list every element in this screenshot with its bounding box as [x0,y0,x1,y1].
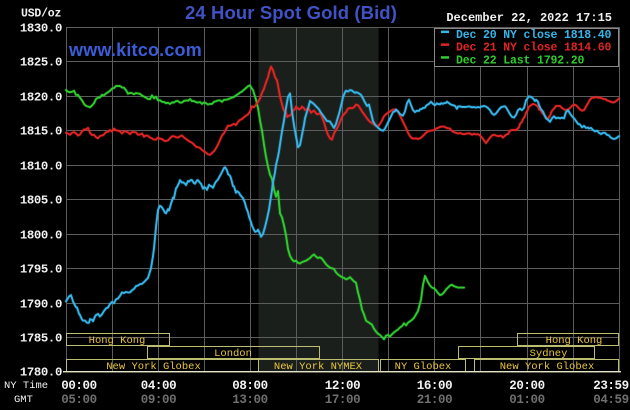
svg-text:1815.0: 1815.0 [20,125,62,139]
svg-text:04:59: 04:59 [593,393,629,407]
svg-text:12:00: 12:00 [325,379,361,393]
svg-text:04:00: 04:00 [141,379,177,393]
svg-text:December 22, 2022 17:15: December 22, 2022 17:15 [446,11,612,25]
svg-text:1825.0: 1825.0 [20,56,62,70]
svg-text:NY Globex: NY Globex [395,361,452,373]
svg-text:23:59: 23:59 [593,379,629,393]
svg-text:Sydney: Sydney [530,348,568,360]
svg-text:21:00: 21:00 [417,393,453,407]
svg-text:1810.0: 1810.0 [20,160,62,174]
svg-text:1790.0: 1790.0 [20,298,62,312]
svg-text:09:00: 09:00 [141,393,177,407]
svg-text:1785.0: 1785.0 [20,332,62,346]
svg-text:08:00: 08:00 [232,379,268,393]
svg-text:13:00: 13:00 [232,393,268,407]
svg-text:Hong Kong: Hong Kong [546,335,603,347]
svg-text:Hong Kong: Hong Kong [89,335,146,347]
svg-text:Dec 20 NY close 1818.40: Dec 20 NY close 1818.40 [456,29,612,42]
svg-text:New York NYMEX: New York NYMEX [274,361,363,373]
svg-text:1805.0: 1805.0 [20,194,62,208]
svg-text:24 Hour Spot Gold (Bid): 24 Hour Spot Gold (Bid) [185,2,397,23]
svg-text:05:00: 05:00 [61,393,97,407]
svg-text:London: London [214,348,252,360]
svg-text:New York Globex: New York Globex [106,361,201,373]
svg-text:20:00: 20:00 [509,379,545,393]
svg-text:01:00: 01:00 [509,393,545,407]
svg-text:16:00: 16:00 [417,379,453,393]
svg-text:1800.0: 1800.0 [20,229,62,243]
svg-text:00:00: 00:00 [61,379,97,393]
svg-text:www.kitco.com: www.kitco.com [68,40,202,60]
svg-text:Dec 21 NY close 1814.60: Dec 21 NY close 1814.60 [456,42,612,55]
svg-text:USD/oz: USD/oz [21,8,62,21]
svg-text:NY Time: NY Time [4,380,48,392]
svg-text:GMT: GMT [14,394,33,406]
svg-text:Dec 22 Last 1792.20: Dec 22 Last 1792.20 [456,54,585,67]
svg-text:1780.0: 1780.0 [20,366,62,380]
svg-text:1795.0: 1795.0 [20,263,62,277]
svg-text:17:00: 17:00 [325,393,361,407]
svg-text:1820.0: 1820.0 [20,91,62,105]
svg-text:1830.0: 1830.0 [20,22,62,36]
svg-text:New York Globex: New York Globex [500,361,595,373]
